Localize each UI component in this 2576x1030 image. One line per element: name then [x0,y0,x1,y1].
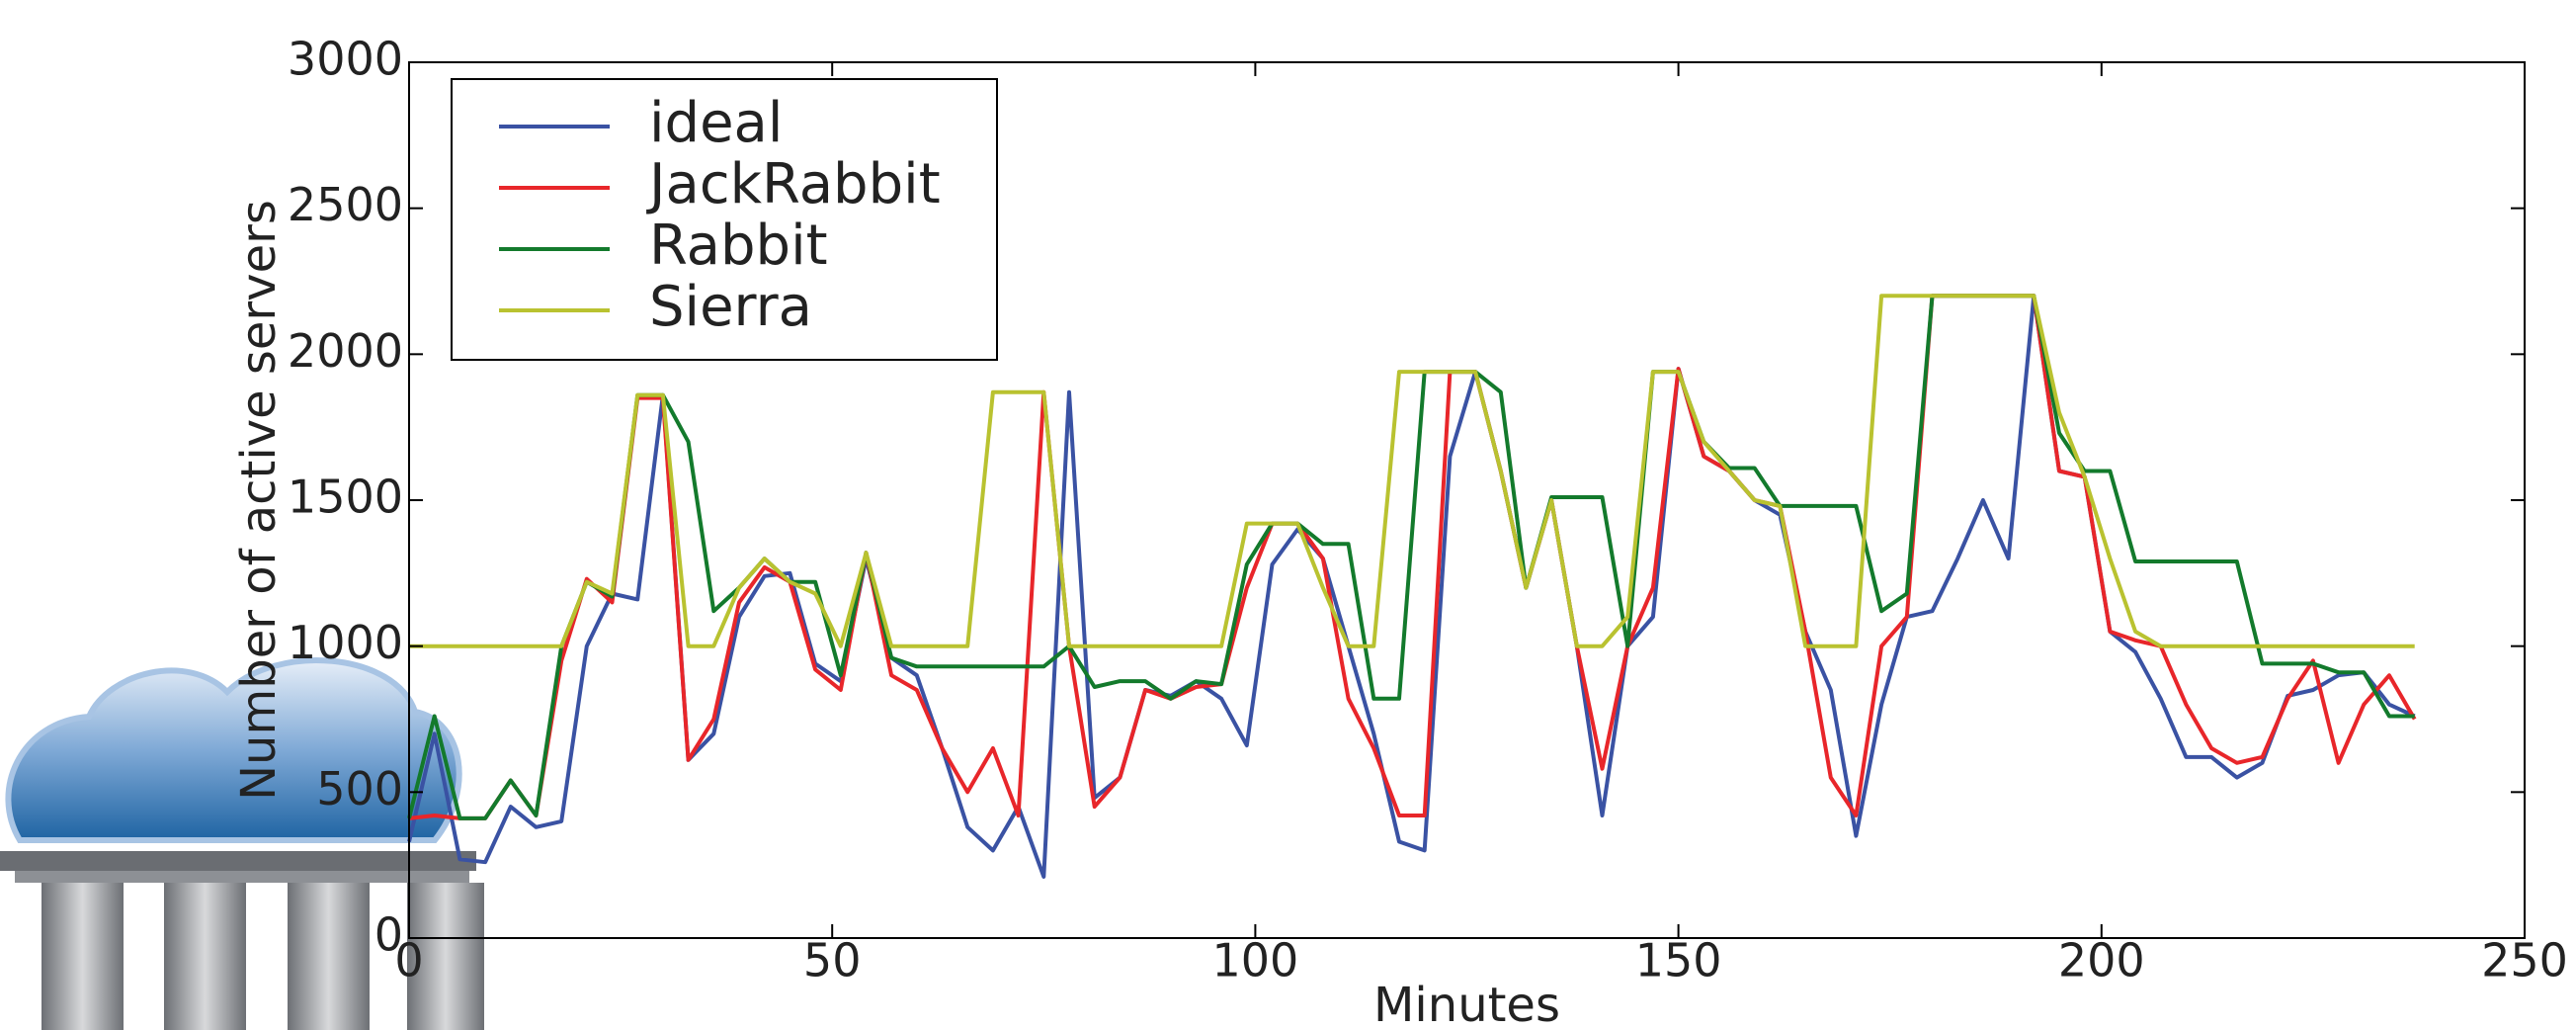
x-tick-label: 150 [1635,934,1722,987]
y-tick-label: 2000 [288,324,403,378]
x-tick-label: 100 [1211,934,1298,987]
x-tick-label: 250 [2481,934,2568,987]
plot-area: 0 500 1000 1500 2000 2500 3000 0 50 100 150 200 250 M… [231,33,2568,1030]
legend-label: Sierra [649,275,812,339]
y-tick-label: 0 [374,908,403,962]
legend-label: JackRabbit [646,152,941,216]
y-tick-label: 500 [316,762,403,815]
y-tick-label: 1500 [288,471,403,524]
y-tick-label: 2500 [288,178,403,231]
data-line [409,294,2415,648]
x-axis-label: Minutes [1373,978,1560,1030]
data-line [408,294,2417,820]
cloud-illustration [0,656,484,1030]
x-tick-label: 0 [394,934,423,987]
x-tick-label: 200 [2058,934,2145,987]
legend-label: Rabbit [649,214,828,278]
legend-label: ideal [649,91,783,155]
y-axis-label: Number of active servers [231,200,287,801]
y-tick-label: 3000 [288,33,403,86]
x-tick-label: 50 [803,934,862,987]
y-tick-label: 1000 [288,616,403,669]
